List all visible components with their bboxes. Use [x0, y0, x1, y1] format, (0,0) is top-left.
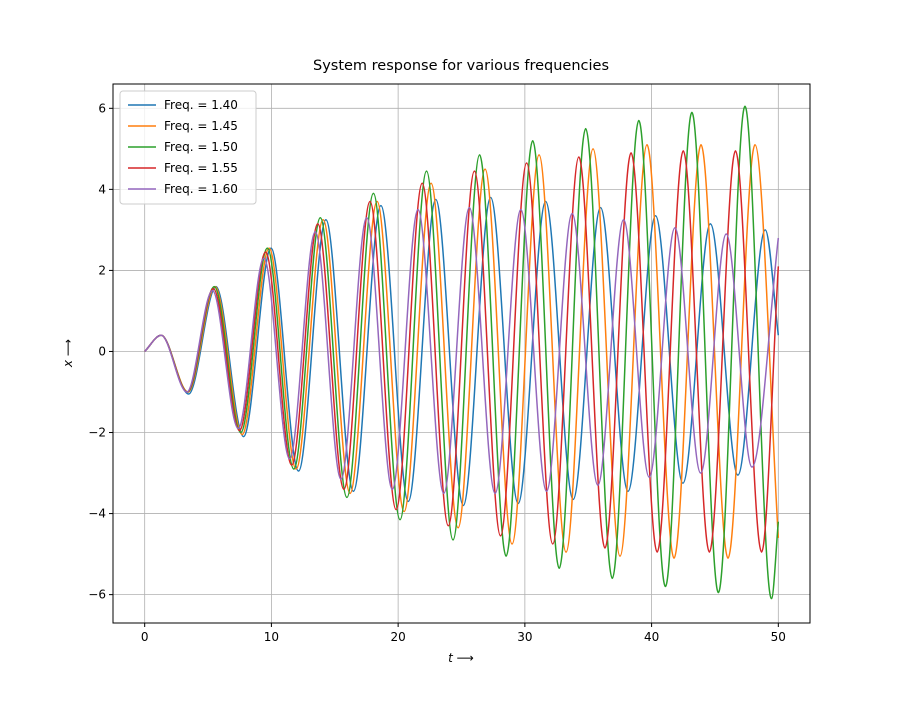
y-axis-label: x ⟶	[61, 339, 75, 368]
legend-label: Freq. = 1.60	[164, 182, 238, 196]
legend-label: Freq. = 1.50	[164, 140, 238, 154]
series-line	[144, 196, 780, 507]
y-tick-label: −6	[88, 588, 106, 602]
x-tick-label: 20	[390, 630, 405, 644]
x-tick-label: 30	[517, 630, 532, 644]
x-tick-label: 0	[141, 630, 149, 644]
y-tick-label: −4	[88, 507, 106, 521]
x-tick-label: 40	[644, 630, 659, 644]
series-line	[144, 206, 780, 495]
y-tick-label: 0	[98, 344, 106, 358]
series-line	[144, 105, 780, 600]
series-line	[144, 150, 780, 553]
y-tick-label: 2	[98, 263, 106, 277]
legend-label: Freq. = 1.40	[164, 98, 238, 112]
x-tick-label: 50	[771, 630, 786, 644]
legend-label: Freq. = 1.55	[164, 161, 238, 175]
chart-title: System response for various frequencies	[313, 58, 609, 74]
plot-frame	[112, 83, 811, 624]
y-tick-label: −2	[88, 426, 106, 440]
legend-box	[119, 90, 257, 205]
y-tick-label: 4	[98, 182, 106, 196]
legend-label: Freq. = 1.45	[164, 119, 238, 133]
x-axis-label: t ⟶	[448, 651, 474, 665]
x-tick-label: 10	[264, 630, 279, 644]
y-tick-label: 6	[98, 101, 106, 115]
